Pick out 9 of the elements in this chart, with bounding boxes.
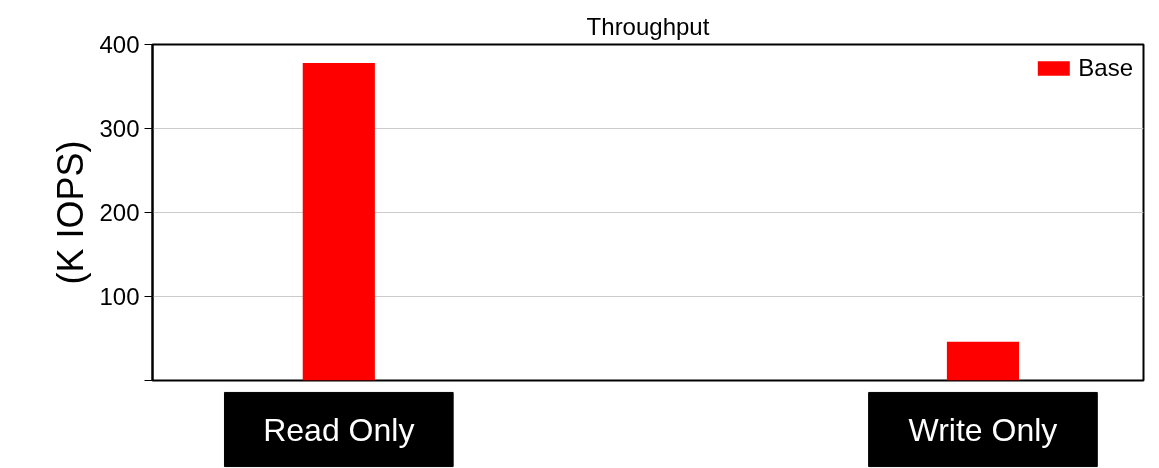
y-tick-label: 300: [99, 115, 140, 142]
chart-title: Throughput: [586, 12, 710, 40]
y-tick-label: 200: [99, 199, 140, 226]
y-tick-label: 400: [99, 31, 140, 58]
x-tick-label: Write Only: [908, 411, 1058, 448]
legend-label: Base: [1078, 54, 1133, 82]
y-tick-label: 100: [99, 283, 140, 310]
x-tick-label: Read Only: [263, 411, 415, 448]
y-axis-title: (K IOPS): [50, 140, 92, 285]
